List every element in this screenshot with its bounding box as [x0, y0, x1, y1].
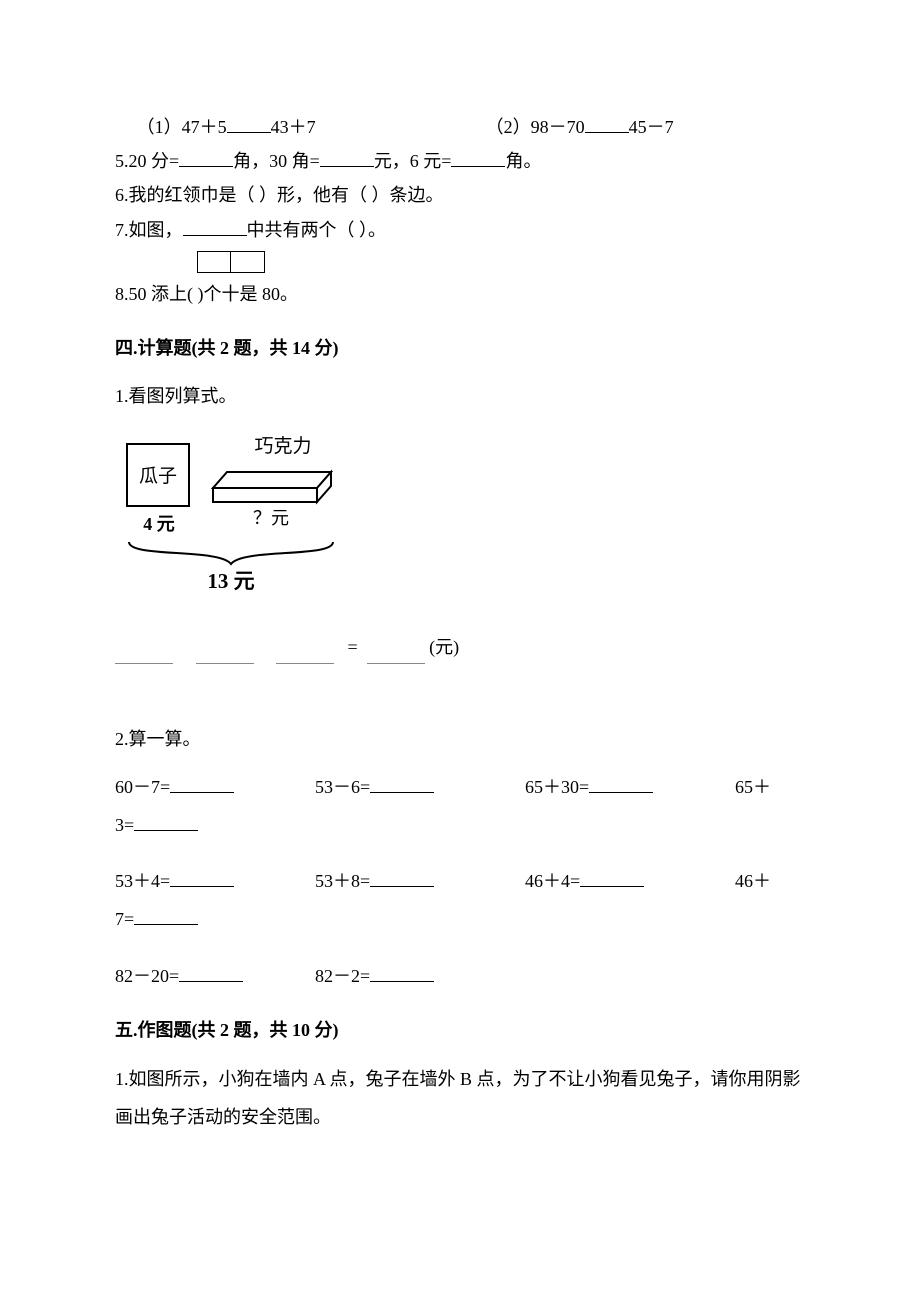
- sec4-q2-title: 2.算一算。: [115, 722, 805, 756]
- calc-cell: 60－7=: [115, 770, 315, 804]
- calc-cell: 53＋8=: [315, 864, 525, 898]
- q7-line: 7.如图， 中共有两个（ ）。: [115, 213, 805, 247]
- calc-blank[interactable]: [589, 773, 653, 793]
- q7-boxes-row: [115, 243, 805, 277]
- calc-expr: 53＋4=: [115, 871, 170, 891]
- calc-cell: 65＋30=: [525, 770, 735, 804]
- sec5-q1: 1.如图所示，小狗在墙内 A 点，兔子在墙外 B 点，为了不让小狗看见兔子，请你…: [115, 1061, 805, 1137]
- calc-cell: 3=: [115, 808, 315, 842]
- calc-blank[interactable]: [179, 962, 243, 982]
- calc-cell: 46＋: [735, 864, 805, 898]
- calc-row: 3=: [115, 808, 805, 842]
- q7-blank: [183, 216, 247, 236]
- total-price: 13 元: [207, 569, 254, 593]
- calc-cell: 82－2=: [315, 959, 525, 993]
- q4-p1-lead: （1）47＋5: [137, 117, 227, 137]
- sec5-title: 五.作图题(共 2 题，共 10 分): [115, 1013, 805, 1047]
- q6-line: 6.我的红领巾是（ ）形，他有（ ）条边。: [115, 178, 805, 212]
- choco-price: ？元: [253, 508, 289, 528]
- calc-blank[interactable]: [370, 962, 434, 982]
- calc-blank[interactable]: [580, 867, 644, 887]
- calc-cell: 65＋: [735, 770, 805, 804]
- sec4-title: 四.计算题(共 2 题，共 14 分): [115, 331, 805, 365]
- q4-line: （1）47＋5 43＋7 （2）98－70 45－7: [115, 110, 805, 144]
- eq-sign: =: [348, 637, 358, 657]
- choco-top: [213, 472, 331, 488]
- q8-line: 8.50 添上( )个十是 80。: [115, 277, 805, 311]
- eq-unit: (元): [429, 637, 459, 657]
- calc-cell: 53＋4=: [115, 864, 315, 898]
- q5-blank2[interactable]: [320, 147, 374, 167]
- q4-p2-tail: 45－7: [629, 117, 674, 137]
- calc-expr: 7=: [115, 909, 134, 929]
- q5-line: 5.20 分= 角，30 角= 元，6 元= 角。: [115, 144, 805, 178]
- word-figure: 瓜子 巧克力 ？元 4 元 13 元: [115, 430, 375, 600]
- calc-expr: 82－2=: [315, 966, 370, 986]
- q5-p1: 5.20 分=: [115, 151, 179, 171]
- calc-expr: 3=: [115, 815, 134, 835]
- calc-row: 53＋4= 53＋8= 46＋4= 46＋: [115, 864, 805, 898]
- calc-expr: 60－7=: [115, 777, 170, 797]
- calc-row: 60－7= 53－6= 65＋30= 65＋: [115, 770, 805, 804]
- calc-cell: 82－20=: [115, 959, 315, 993]
- q4-p2-lead: （2）98－70: [486, 117, 585, 137]
- calc-blank[interactable]: [134, 811, 198, 831]
- q5-blank3[interactable]: [451, 147, 505, 167]
- calc-cell: 7=: [115, 902, 315, 936]
- two-squares-icon: [197, 251, 265, 273]
- calc-cell: 46＋4=: [525, 864, 735, 898]
- q4-p2-blank[interactable]: [585, 113, 629, 133]
- square-cell: [197, 251, 231, 273]
- calc-blank[interactable]: [134, 906, 198, 926]
- calc-blank[interactable]: [370, 773, 434, 793]
- calc-row: 82－20= 82－2=: [115, 959, 805, 993]
- calc-expr: 53＋8=: [315, 871, 370, 891]
- choco-label: 巧克力: [254, 435, 311, 457]
- calc-row: 7=: [115, 902, 805, 936]
- melon-price: 4 元: [143, 514, 175, 534]
- calc-expr: 46＋4=: [525, 871, 580, 891]
- calc-expr: 53－6=: [315, 777, 370, 797]
- q4-p1-tail: 43＋7: [271, 117, 316, 137]
- q7-lead: 7.如图，: [115, 220, 183, 240]
- eq-slot-1[interactable]: [115, 646, 173, 664]
- calc-blank[interactable]: [170, 773, 234, 793]
- eq-slot-4[interactable]: [367, 646, 425, 664]
- calc-expr: 82－20=: [115, 966, 179, 986]
- calc-expr: 65＋30=: [525, 777, 589, 797]
- total-brace: [129, 542, 333, 564]
- calc-cell: 53－6=: [315, 770, 525, 804]
- sec4-q1-title: 1.看图列算式。: [115, 379, 805, 413]
- q5-p2: 角，30 角=: [233, 151, 320, 171]
- calc-blank[interactable]: [370, 867, 434, 887]
- square-cell: [231, 251, 265, 273]
- q7-tail: 中共有两个（ ）。: [247, 220, 387, 240]
- q5-blank1[interactable]: [179, 147, 233, 167]
- eq-slot-3[interactable]: [276, 646, 334, 664]
- q4-p1-blank[interactable]: [227, 113, 271, 133]
- q5-p3: 元，6 元=: [374, 151, 452, 171]
- calc-blank[interactable]: [170, 867, 234, 887]
- eq-slot-2[interactable]: [196, 646, 254, 664]
- calc-expr: 46＋: [735, 871, 771, 891]
- melon-label: 瓜子: [139, 466, 177, 487]
- calc-expr: 65＋: [735, 777, 771, 797]
- equation-line: = (元): [115, 630, 805, 664]
- choco-front: [213, 488, 317, 502]
- q5-p4: 角。: [505, 151, 541, 171]
- figure-svg: 瓜子 巧克力 ？元 4 元 13 元: [115, 430, 375, 600]
